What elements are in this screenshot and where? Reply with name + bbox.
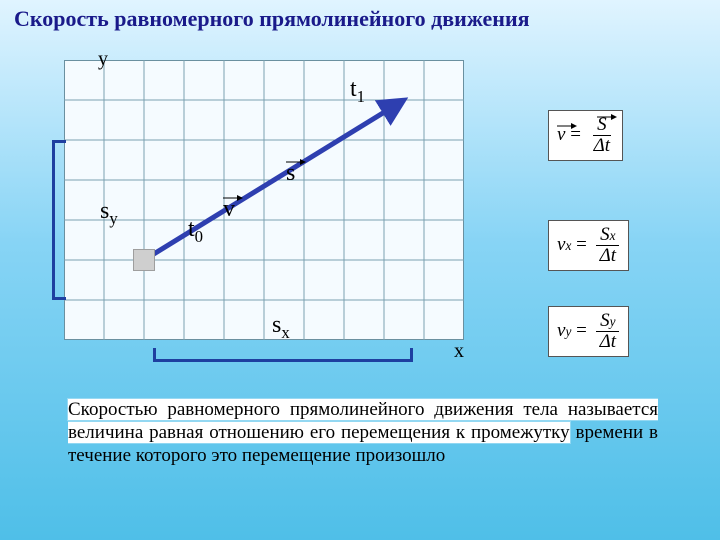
axis-y-label: y xyxy=(98,48,108,71)
label-v: v xyxy=(223,196,235,223)
page-title: Скорость равномерного прямолинейного дви… xyxy=(14,6,530,32)
formula-v: v = S Δt xyxy=(548,110,623,161)
label-t1: t1 xyxy=(350,76,365,107)
label-s: s xyxy=(286,160,295,187)
axis-x-label: x xyxy=(454,340,464,363)
definition-text: Скоростью равномерного прямолинейного дв… xyxy=(68,398,658,468)
sy-bracket xyxy=(52,140,66,300)
formula-vx: vx = Sx Δt xyxy=(548,220,629,271)
graph-grid xyxy=(64,60,464,340)
formula-vy: vy = Sy Δt xyxy=(548,306,629,357)
label-sy: sy xyxy=(100,198,118,229)
sx-bracket xyxy=(153,348,413,362)
label-t0: t0 xyxy=(188,216,203,247)
label-sx: sx xyxy=(272,312,290,343)
origin-marker xyxy=(133,249,155,271)
